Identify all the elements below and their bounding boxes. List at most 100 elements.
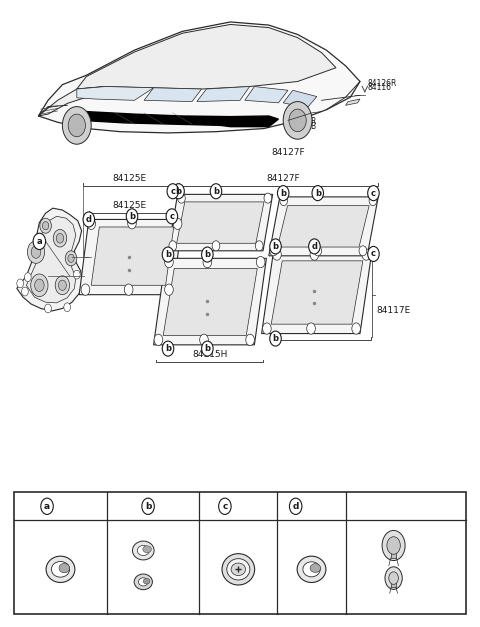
Circle shape [283,102,312,139]
Circle shape [270,331,281,346]
Text: b: b [204,344,210,353]
Circle shape [368,186,379,201]
Polygon shape [38,87,106,116]
Polygon shape [197,87,250,102]
Ellipse shape [303,562,320,577]
Ellipse shape [227,559,250,580]
Circle shape [87,218,96,229]
Text: 84219E: 84219E [156,579,182,585]
Text: b: b [165,250,171,259]
Bar [391,544,396,558]
Polygon shape [91,227,174,285]
Circle shape [27,241,45,263]
Circle shape [382,530,405,561]
Text: 84127F: 84127F [266,174,300,182]
Circle shape [40,218,51,233]
Text: d: d [292,502,299,511]
Text: b: b [165,344,171,353]
Polygon shape [346,99,360,105]
Circle shape [73,270,80,279]
Text: b: b [315,189,321,198]
Polygon shape [271,261,363,324]
Circle shape [42,221,49,230]
Polygon shape [277,206,369,247]
Circle shape [309,239,320,254]
Circle shape [264,193,272,203]
Circle shape [369,196,377,206]
Text: b: b [129,212,135,221]
Circle shape [24,273,31,282]
Text: 84126R: 84126R [367,79,396,88]
Text: c: c [170,187,175,196]
Ellipse shape [231,563,245,576]
Circle shape [166,209,178,224]
Bar [14,492,466,614]
Text: d: d [312,242,317,251]
Text: 84116: 84116 [367,83,391,92]
Circle shape [64,303,71,312]
Text: b: b [213,187,219,196]
Polygon shape [283,90,317,108]
Circle shape [165,284,173,295]
Circle shape [387,537,400,554]
Circle shape [362,249,371,260]
Circle shape [124,284,133,295]
Text: 84129R: 84129R [288,117,317,126]
Circle shape [246,334,254,345]
Ellipse shape [138,578,148,586]
Circle shape [359,246,367,256]
Circle shape [45,304,51,313]
Polygon shape [77,24,336,89]
Circle shape [270,246,277,256]
Ellipse shape [310,564,321,572]
Polygon shape [262,251,372,334]
Circle shape [56,233,64,243]
Circle shape [41,498,53,514]
Text: 1042AA: 1042AA [405,575,432,581]
Circle shape [212,241,220,251]
Circle shape [65,251,77,266]
Ellipse shape [143,545,152,553]
Text: 84220U: 84220U [156,547,182,554]
Polygon shape [77,87,154,100]
Text: 1330AA: 1330AA [302,502,338,511]
Circle shape [68,114,85,137]
Circle shape [178,193,185,203]
Bar [391,577,396,587]
Text: b: b [176,187,181,196]
Circle shape [81,284,90,295]
Circle shape [162,247,174,262]
Text: b: b [204,250,210,259]
Text: 84125E: 84125E [112,201,147,210]
Circle shape [31,274,48,297]
Circle shape [53,229,67,247]
Circle shape [256,256,265,268]
Polygon shape [245,87,288,103]
Circle shape [35,279,44,292]
Circle shape [202,247,213,262]
Polygon shape [154,258,266,345]
Polygon shape [221,116,278,127]
Text: c: c [222,502,228,511]
Circle shape [277,186,289,201]
Circle shape [33,233,46,250]
Text: b: b [280,189,286,198]
Circle shape [202,341,213,356]
Text: 84147: 84147 [51,502,80,511]
Ellipse shape [297,556,326,582]
Circle shape [310,249,319,260]
Polygon shape [177,202,264,243]
Circle shape [55,276,70,295]
Polygon shape [26,216,76,303]
Circle shape [200,334,208,345]
Circle shape [17,279,24,288]
Text: 1043EA: 1043EA [405,542,432,549]
Circle shape [389,572,398,584]
Circle shape [273,249,281,260]
Ellipse shape [143,578,150,584]
Text: c: c [371,250,376,258]
Text: 84117E: 84117E [377,307,411,315]
Ellipse shape [132,541,154,560]
Circle shape [368,246,379,261]
Text: b: b [273,242,278,251]
